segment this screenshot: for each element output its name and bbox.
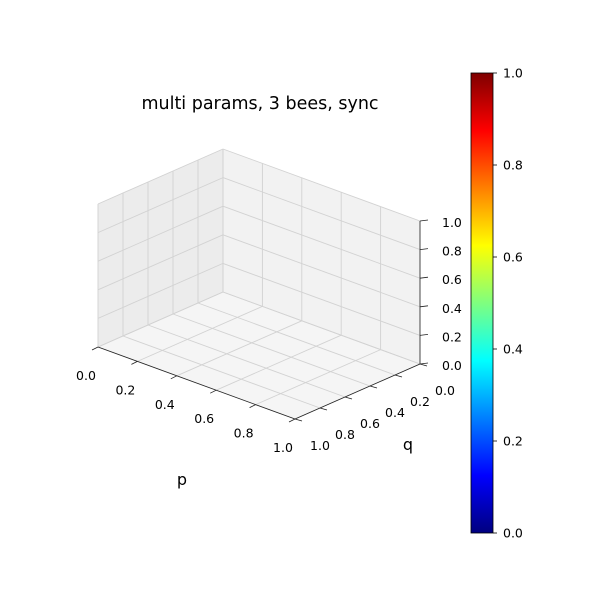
z-gridline-side (97, 205, 224, 262)
y-tick-mark (319, 407, 328, 411)
y-tick-mark (394, 374, 403, 378)
y-tick-label: 1.0 (310, 438, 330, 453)
x-tick-label: 0.4 (155, 397, 175, 412)
z-gridline-side (97, 262, 224, 319)
y-tick-label: 0.0 (435, 383, 455, 398)
x-tick-label: 0.8 (234, 426, 254, 441)
colorbar: 0.0 0.2 0.4 0.6 0.8 1.0 (470, 66, 523, 541)
axis-panes (98, 149, 420, 419)
x-tick-mark (288, 418, 296, 423)
z-gridline-side (97, 291, 224, 348)
y-tick-label: 0.8 (335, 427, 355, 442)
axis-lines (97, 221, 421, 420)
colorbar-tick-label: 0.2 (503, 434, 523, 449)
colorbar-gradient (470, 72, 494, 534)
z-gridline-back (222, 262, 421, 336)
z-tick-mark (419, 334, 429, 336)
y-gridline-floor (197, 302, 396, 376)
z-gridline-side (97, 234, 224, 291)
axis-ticks: 0.0 0.2 0.4 0.6 0.8 1.0 0.0 0.2 0.4 0.6 0.8 1.0 0.0 0… (76, 215, 462, 455)
z-gridline-side (97, 177, 224, 234)
z-tick-mark (419, 305, 429, 308)
x-tick-mark (131, 361, 138, 365)
z-tick-label: 0.0 (442, 358, 462, 373)
x-gridline-floor (137, 305, 263, 362)
y-gridline-floor (147, 324, 346, 398)
z-tick-mark (419, 248, 429, 250)
back-pane (223, 149, 420, 364)
z-tick-mark (419, 276, 429, 279)
y-tick-mark (369, 385, 378, 389)
x-gridline-floor (255, 349, 381, 406)
chart-title: multi params, 3 bees, sync (141, 94, 378, 114)
x-tick-label: 0.0 (76, 368, 96, 383)
z-gridline-back (222, 234, 421, 308)
z-tick-label: 0.8 (442, 244, 462, 259)
y-tick-mark (344, 396, 353, 400)
floor-pane (98, 292, 420, 419)
y-axis-line (294, 363, 421, 420)
z-gridline-side (97, 148, 224, 205)
y-tick-mark (294, 418, 303, 422)
x-axis-label: p (177, 470, 187, 489)
x-tick-mark (210, 389, 217, 394)
z-tick-mark (419, 219, 429, 222)
z-tick-label: 0.4 (442, 301, 462, 316)
z-tick-label: 1.0 (442, 215, 462, 230)
z-tick-label: 0.6 (442, 272, 462, 287)
colorbar-tick-label: 0.4 (503, 342, 523, 357)
y-tick-label: 0.6 (360, 416, 380, 431)
x-gridline-floor (176, 320, 302, 377)
z-gridline-back (222, 148, 421, 222)
z-tick-mark (419, 362, 429, 365)
colorbar-tick-label: 0.8 (503, 158, 523, 173)
y-axis-label: q (403, 435, 413, 454)
x-tick-label: 1.0 (273, 440, 293, 455)
y-gridline-floor (172, 313, 371, 387)
colorbar-tick-label: 1.0 (503, 66, 523, 81)
x-tick-mark (249, 404, 256, 408)
x-axis-line (97, 346, 296, 420)
x-tick-label: 0.2 (115, 382, 135, 397)
y-gridline-floor (122, 335, 321, 409)
side-pane (98, 149, 223, 347)
x-gridline-floor (216, 334, 342, 391)
x-tick-mark (170, 375, 177, 380)
z-gridline-back (222, 291, 421, 365)
z-gridline-back (222, 205, 421, 279)
y-tick-label: 0.4 (385, 405, 405, 420)
y-tick-label: 0.2 (410, 394, 430, 409)
x-tick-mark (91, 346, 99, 351)
z-tick-label: 0.2 (442, 329, 462, 344)
x-tick-label: 0.6 (194, 411, 214, 426)
colorbar-tick-label: 0.0 (503, 526, 523, 541)
z-gridline-back (222, 177, 421, 251)
y-tick-mark (419, 363, 428, 367)
colorbar-tick-label: 0.6 (503, 250, 523, 265)
